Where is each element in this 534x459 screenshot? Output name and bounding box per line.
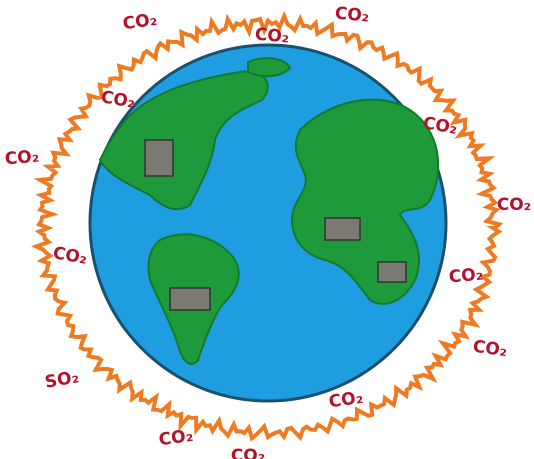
atmosphere-ring bbox=[30, 10, 504, 442]
co2-label: CO₂ bbox=[254, 25, 290, 48]
labels: CO₂ CO₂CO₂CO₂CO₂CO₂CO₂CO₂CO₂CO₂SO₂CO₂CO₂C… bbox=[4, 4, 531, 459]
factories bbox=[144, 139, 407, 311]
africa-eurasia bbox=[290, 98, 440, 305]
factory bbox=[377, 261, 407, 283]
co2-label: CO₂ bbox=[334, 4, 370, 27]
co2-label: CO₂ bbox=[158, 426, 195, 451]
co2-label: CO₂ bbox=[472, 337, 509, 362]
factory bbox=[169, 287, 211, 311]
north-america bbox=[98, 70, 269, 211]
factory bbox=[144, 139, 174, 177]
greenland bbox=[247, 57, 292, 78]
continents bbox=[98, 57, 440, 365]
co2-label: CO₂ bbox=[231, 446, 265, 459]
co2-label: CO₂ bbox=[448, 265, 484, 288]
co2-label: CO₂ bbox=[328, 388, 365, 413]
factory bbox=[324, 217, 361, 241]
co2-label: CO₂ bbox=[497, 195, 531, 215]
co2-label: CO₂ bbox=[4, 147, 40, 170]
co2-label: CO₂ bbox=[122, 10, 159, 35]
